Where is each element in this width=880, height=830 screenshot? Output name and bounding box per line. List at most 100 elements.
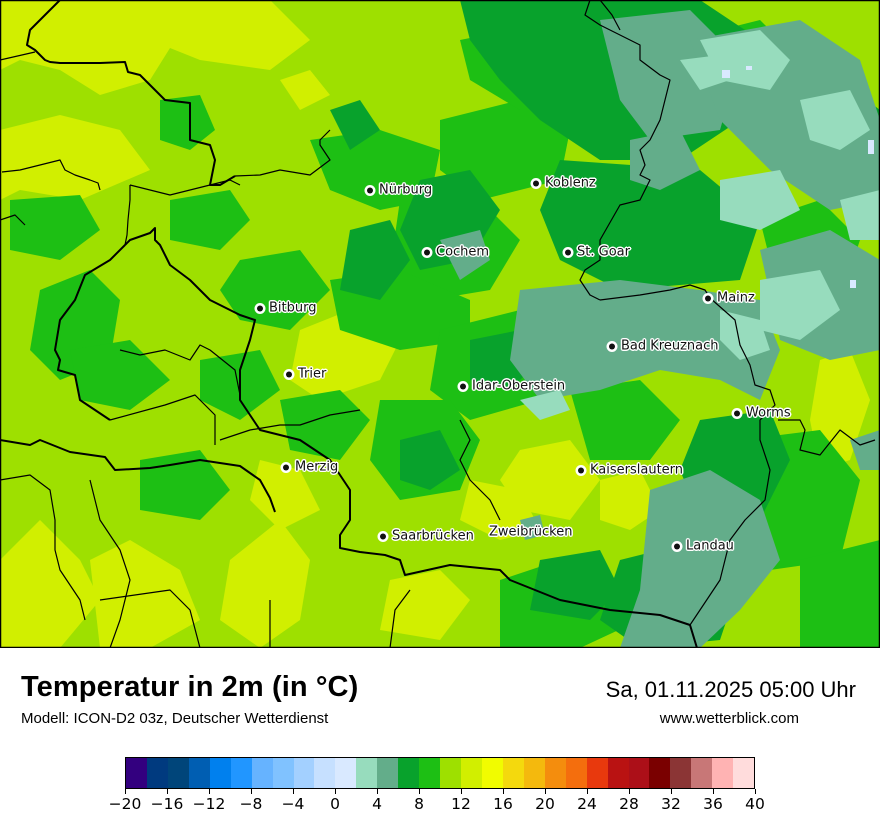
temperature-map: Nürburg Koblenz Cochem St. Goar Mainz Bi… xyxy=(0,0,880,648)
city-label: Bad Kreuznach xyxy=(621,338,719,354)
city-label: Idar-Oberstein xyxy=(472,378,566,394)
city-dot-icon xyxy=(424,249,430,255)
city-marker-cochem: Cochem xyxy=(424,245,489,260)
city-label: Koblenz xyxy=(545,175,596,191)
colorbar-segment xyxy=(649,758,671,788)
colorbar-tick-label: −20 xyxy=(108,795,142,813)
colorbar-segment xyxy=(502,758,524,788)
colorbar-tick-label: 16 xyxy=(493,795,513,813)
city-marker-idar-oberstein: Idar-Oberstein xyxy=(460,379,565,394)
city-marker-st-goar: St. Goar xyxy=(565,245,630,260)
city-dot-icon xyxy=(674,543,680,549)
city-label: Worms xyxy=(746,405,791,421)
colorbar-segment xyxy=(356,758,378,788)
city-dot-icon xyxy=(367,187,373,193)
colorbar-segment xyxy=(733,758,755,788)
city-marker-zweibruecken: Zweibrücken xyxy=(489,525,572,540)
colorbar-tick xyxy=(250,789,252,794)
colorbar-tick-label: 12 xyxy=(451,795,471,813)
colorbar-segment xyxy=(481,758,503,788)
colorbar-tick xyxy=(208,789,210,794)
colorbar-tick xyxy=(586,789,588,794)
city-label: St. Goar xyxy=(577,244,630,260)
colorbar-segment xyxy=(272,758,294,788)
temperature-field xyxy=(0,0,880,648)
colorbar-tick-label: 8 xyxy=(414,795,424,813)
colorbar-segment xyxy=(167,758,189,788)
colorbar-tick-label: 4 xyxy=(372,795,382,813)
city-label: Cochem xyxy=(436,244,490,260)
colorbar-tick-label: −16 xyxy=(150,795,184,813)
colorbar-segment xyxy=(146,758,168,788)
city-marker-worms: Worms xyxy=(734,406,791,421)
city-dot-icon xyxy=(257,305,263,311)
city-label: Mainz xyxy=(717,290,755,306)
colorbar-tick xyxy=(166,789,168,794)
colorbar-segment xyxy=(586,758,608,788)
colorbar-tick-label: −8 xyxy=(239,795,263,813)
colorbar-tick-label: −12 xyxy=(192,795,226,813)
city-marker-mainz: Mainz xyxy=(705,291,755,306)
colorbar-tick xyxy=(502,789,504,794)
map-title: Temperatur in 2m (in °C) xyxy=(21,671,359,703)
colorbar-segment xyxy=(314,758,336,788)
city-dot-icon xyxy=(705,295,711,301)
colorbar-segment xyxy=(544,758,566,788)
colorbar-segment xyxy=(230,758,252,788)
colorbar-tick xyxy=(292,789,294,794)
colorbar-tick xyxy=(544,789,546,794)
colorbar-segment xyxy=(712,758,734,788)
colorbar-segment xyxy=(377,758,399,788)
colorbar-tick xyxy=(628,789,630,794)
city-marker-bitburg: Bitburg xyxy=(257,301,317,316)
city-dot-icon xyxy=(533,180,539,186)
city-marker-landau: Landau xyxy=(674,539,734,554)
colorbar-segment xyxy=(209,758,231,788)
city-label: Bitburg xyxy=(269,300,317,316)
colorbar-segment xyxy=(670,758,692,788)
city-marker-trier: Trier xyxy=(286,367,326,382)
colorbar-segment xyxy=(251,758,273,788)
colorbar-ticks: −20 −16 −12 −8 −4 0 4 8 12 16 20 24 28 32 36 40 xyxy=(109,789,765,819)
colorbar-segment xyxy=(523,758,545,788)
colorbar-tick xyxy=(124,789,126,794)
website-credit: www.wetterblick.com xyxy=(659,710,799,727)
city-dot-icon xyxy=(283,464,289,470)
colorbar-tick xyxy=(418,789,420,794)
city-label: Kaiserslautern xyxy=(590,462,684,478)
colorbar-tick-label: 24 xyxy=(577,795,597,813)
colorbar-tick xyxy=(712,789,714,794)
city-marker-koblenz: Koblenz xyxy=(533,176,596,191)
colorbar-segment xyxy=(440,758,461,788)
colorbar-tick-label: 32 xyxy=(661,795,681,813)
colorbar-tick-label: 36 xyxy=(703,795,723,813)
city-label: Zweibrücken xyxy=(489,524,573,540)
colorbar-segment xyxy=(419,758,441,788)
colorbar-tick-label: 0 xyxy=(330,795,340,813)
valid-datetime: Sa, 01.11.2025 05:00 Uhr xyxy=(605,677,856,702)
colorbar-segment xyxy=(293,758,315,788)
city-label: Merzig xyxy=(295,459,339,475)
colorbar-tick-label: 40 xyxy=(745,795,765,813)
colorbar-tick xyxy=(754,789,756,794)
city-dot-icon xyxy=(380,533,386,539)
colorbar-segment xyxy=(565,758,587,788)
city-dot-icon xyxy=(460,383,466,389)
colorbar-segment xyxy=(335,758,357,788)
colorbar-segment xyxy=(188,758,210,788)
city-dot-icon xyxy=(734,410,740,416)
colorbar-segment xyxy=(461,758,482,788)
colorbar-tick-label: −4 xyxy=(281,795,305,813)
city-dot-icon xyxy=(565,249,571,255)
city-label: Trier xyxy=(298,366,327,382)
city-marker-merzig: Merzig xyxy=(283,460,338,475)
colorbar-tick xyxy=(670,789,672,794)
city-marker-saarbruecken: Saarbrücken xyxy=(380,529,474,544)
colorbar-tick-label: 28 xyxy=(619,795,639,813)
city-dot-icon xyxy=(578,467,584,473)
colorbar-tick xyxy=(460,789,462,794)
city-marker-kaiserslautern: Kaiserslautern xyxy=(578,463,683,478)
city-marker-nuerburg: Nürburg xyxy=(367,183,432,198)
city-marker-bad-kreuznach: Bad Kreuznach xyxy=(609,339,719,354)
city-label: Saarbrücken xyxy=(392,528,474,544)
